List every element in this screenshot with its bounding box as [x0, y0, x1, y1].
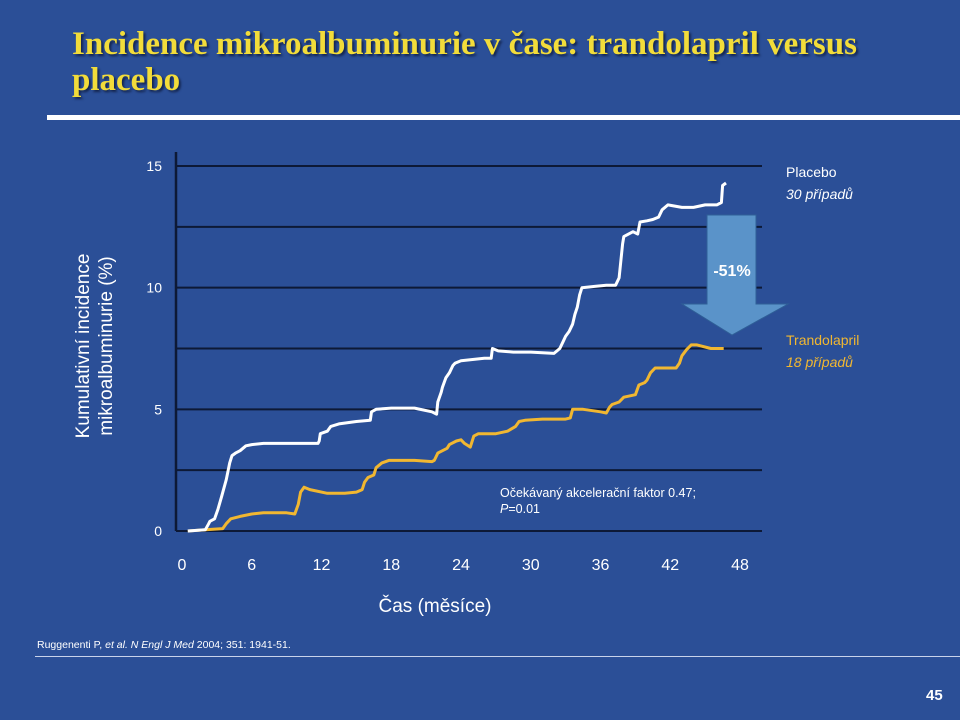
y-axis-label: Kumulativní incidence mikroalbuminurie (… — [73, 254, 117, 439]
p-symbol: P — [500, 502, 509, 516]
y-axis-label-line2: mikroalbuminurie (%) — [96, 256, 117, 436]
citation-authors: Ruggenenti P, — [37, 639, 106, 651]
x-tick-label: 36 — [592, 557, 610, 574]
x-tick-label: 12 — [313, 557, 331, 574]
x-tick-label: 6 — [247, 557, 256, 574]
p-value: =0.01 — [508, 502, 540, 516]
series-placebo-line — [187, 181, 727, 533]
x-tick-labels: 0 6 12 18 24 30 36 42 48 — [178, 557, 749, 574]
y-tick-labels: 0 5 10 15 — [146, 158, 162, 539]
citation-details: 2004; 351: 1941-51. — [193, 639, 291, 651]
x-tick-label: 0 — [178, 557, 187, 574]
legend-placebo-cases: 30 případů — [786, 186, 853, 202]
y-tick-label: 5 — [154, 401, 162, 417]
page-number: 45 — [926, 687, 943, 704]
legend-trandolapril-cases: 18 případů — [786, 354, 853, 370]
reduction-label: -51% — [713, 263, 750, 280]
grid — [176, 165, 762, 532]
legend-trandolapril-name: Trandolapril — [786, 332, 859, 348]
y-tick-label: 15 — [146, 158, 162, 174]
title-divider — [47, 115, 960, 120]
citation-journal: et al. N Engl J Med — [105, 639, 194, 651]
y-tick-label: 0 — [154, 523, 162, 539]
x-tick-label: 48 — [731, 557, 749, 574]
x-axis-label: Čas (měsíce) — [379, 595, 492, 617]
slide-title: Incidence mikroalbuminurie v čase: trand… — [72, 26, 857, 98]
reduction-arrow — [680, 214, 790, 336]
series-trandolapril-line — [187, 343, 724, 533]
citation: Ruggenenti P, et al. N Engl J Med 2004; … — [37, 639, 291, 651]
footer-divider — [35, 656, 960, 657]
y-axis-label-line1: Kumulativní incidence — [73, 254, 94, 439]
x-tick-label: 24 — [452, 557, 470, 574]
x-tick-label: 30 — [522, 557, 540, 574]
x-tick-label: 18 — [382, 557, 400, 574]
stat-annotation-line2: P=0.01 — [500, 502, 540, 516]
x-tick-label: 42 — [661, 557, 679, 574]
y-tick-label: 10 — [146, 280, 162, 296]
stat-annotation-line1: Očekávaný akcelerační faktor 0.47; — [500, 486, 696, 500]
legend-placebo-name: Placebo — [786, 164, 837, 180]
